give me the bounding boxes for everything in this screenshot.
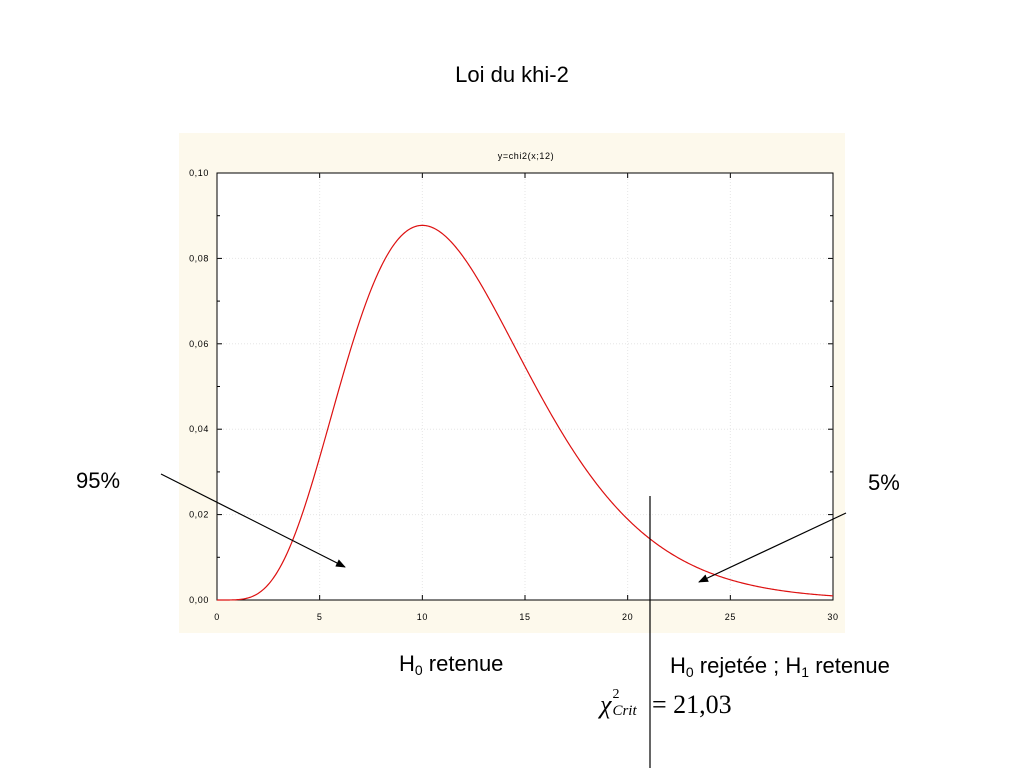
arrow-5-pointer bbox=[698, 512, 847, 583]
h0-rejected-label: H0 rejetée ; H1 retenue bbox=[670, 653, 890, 680]
y-tick-label: 0,04 bbox=[189, 424, 209, 434]
percent-95-label: 95% bbox=[76, 468, 121, 493]
x-tick-label: 25 bbox=[725, 612, 736, 622]
chi2-density-curve bbox=[217, 224, 834, 601]
arrow-95-pointer bbox=[160, 473, 346, 568]
y-tick-label: 0,02 bbox=[189, 510, 209, 520]
x-tick-label: 20 bbox=[622, 612, 633, 622]
h0-retained-label: H0 retenue bbox=[399, 651, 504, 678]
y-tick-label: 0,00 bbox=[189, 595, 209, 605]
y-tick-label: 0,10 bbox=[189, 168, 209, 178]
critical-value-text: = 21,03 bbox=[645, 690, 732, 719]
chart-title: y=chi2(x;12) bbox=[498, 151, 554, 161]
slide-title: Loi du khi-2 bbox=[455, 62, 569, 87]
y-tick-label: 0,06 bbox=[189, 339, 209, 349]
x-tick-label: 5 bbox=[317, 612, 323, 622]
x-tick-label: 10 bbox=[417, 612, 428, 622]
critical-value-formula: χ 2 Crit = 21,03 bbox=[600, 687, 732, 719]
x-tick-label: 15 bbox=[519, 612, 530, 622]
x-tick-label: 0 bbox=[214, 612, 220, 622]
y-tick-label: 0,08 bbox=[189, 253, 209, 263]
percent-5-label: 5% bbox=[868, 470, 900, 495]
chi-symbol: χ bbox=[600, 690, 612, 719]
x-tick-label: 30 bbox=[827, 612, 838, 622]
